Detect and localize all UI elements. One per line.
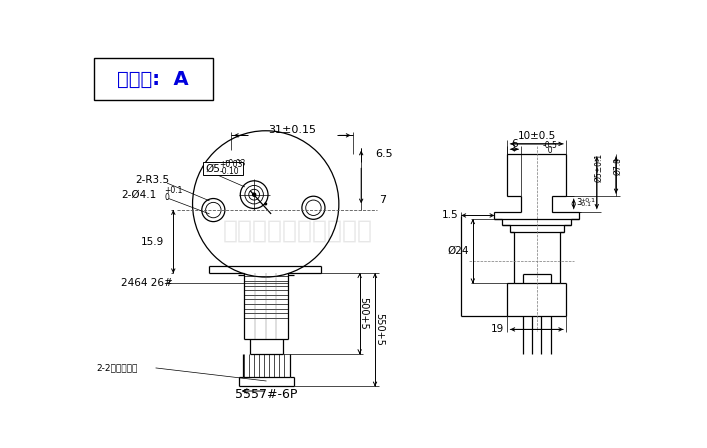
Text: 550+5: 550+5 [374,313,384,346]
Text: 6.5: 6.5 [375,149,392,159]
Text: 2-R3.5: 2-R3.5 [135,175,169,185]
Text: 2-2热缩管封闭: 2-2热缩管封闭 [96,363,138,372]
Text: 修改码:  A: 修改码: A [117,70,189,89]
Text: Ø7.8: Ø7.8 [614,157,623,175]
Bar [94,58,214,100]
Text: 2464 26#: 2464 26# [121,278,173,288]
Text: 7: 7 [379,195,386,205]
Text: -0.1: -0.1 [580,202,592,207]
Text: 5557#-6P: 5557#-6P [235,388,298,401]
Text: -0.10: -0.10 [223,166,243,175]
Text: -0.5: -0.5 [543,141,558,150]
Text: Ø5: Ø5 [206,164,221,173]
Text: 31±0.15: 31±0.15 [269,125,317,135]
Circle shape [264,202,267,206]
Text: 500+5: 500+5 [358,297,368,330]
Text: 6: 6 [511,139,518,149]
Text: 3: 3 [576,198,581,207]
Text: 0: 0 [164,193,169,202]
Text: 15.9: 15.9 [141,237,164,247]
Text: 常州皇盛电子有限公司: 常州皇盛电子有限公司 [223,219,373,243]
Text: +0.1: +0.1 [164,186,182,195]
Text: 19: 19 [491,324,503,334]
Text: 2-Ø4.1: 2-Ø4.1 [121,190,156,200]
Text: 0: 0 [543,146,553,155]
Text: -0.10: -0.10 [219,167,239,176]
Bar [204,162,243,176]
Text: +0.1: +0.1 [580,198,595,203]
Text: Ø5: Ø5 [204,163,219,173]
Circle shape [252,193,256,196]
Text: 1.5: 1.5 [442,211,458,220]
Text: 10±0.5: 10±0.5 [518,131,556,141]
Text: +0.03: +0.03 [219,160,243,169]
Text: Ø24: Ø24 [448,246,469,256]
Text: +0.03: +0.03 [223,159,246,168]
Text: Ø5±0.1: Ø5±0.1 [595,153,604,182]
